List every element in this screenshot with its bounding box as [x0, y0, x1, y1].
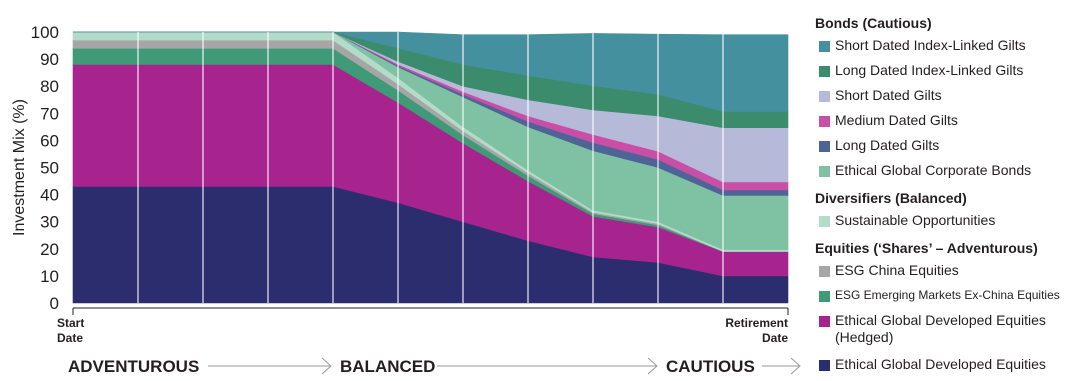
legend-label: Ethical Global Corporate Bonds — [835, 162, 1032, 178]
legend-swatch — [819, 91, 830, 102]
chart-legend: Bonds (Cautious) Short Dated Index-Linked… — [815, 12, 1070, 381]
legend-swatch — [819, 166, 830, 177]
legend-item: Ethical Global Developed Equities (Hedge… — [815, 312, 1070, 356]
legend-swatch — [819, 291, 830, 302]
legend-label: Short Dated Gilts — [835, 87, 942, 103]
stage-arrow — [762, 357, 801, 375]
legend-label: ESG China Equities — [835, 262, 959, 278]
legend-group-header: Equities (‘Shares’ – Adventurous) — [815, 240, 1038, 256]
legend-swatch — [819, 41, 830, 52]
y-tick-label: 10 — [40, 267, 59, 286]
legend-swatch — [819, 360, 830, 371]
stage-label-cautious: CAUTIOUS — [666, 357, 755, 376]
x-end-label: Date — [762, 331, 788, 345]
y-tick-label: 40 — [40, 186, 59, 205]
y-tick-label: 100 — [31, 23, 59, 42]
legend-item: Sustainable Opportunities — [815, 212, 1070, 237]
legend-label: Sustainable Opportunities — [835, 212, 996, 228]
legend-item: Ethical Global Corporate Bonds — [815, 162, 1070, 187]
legend-label: Short Dated Index-Linked Gilts — [835, 37, 1026, 53]
legend-item: Short Dated Index-Linked Gilts — [815, 37, 1070, 62]
legend-swatch — [819, 266, 830, 277]
stage-arrow — [208, 357, 332, 375]
legend-swatch — [819, 141, 830, 152]
legend-label: Long Dated Gilts — [835, 137, 940, 153]
y-tick-label: 90 — [40, 50, 59, 69]
legend-label: Long Dated Index-Linked Gilts — [835, 62, 1024, 78]
legend-swatch — [819, 316, 830, 327]
stage-label-adventurous: ADVENTUROUS — [68, 357, 199, 376]
legend-item: Long Dated Index-Linked Gilts — [815, 62, 1070, 87]
x-end-label: Retirement — [725, 316, 788, 330]
y-tick-label: 0 — [50, 294, 59, 313]
chart-area: 0 10 20 30 40 50 60 70 80 90 100 Investment Mix (%)… — [11, 23, 801, 376]
legend-swatch — [819, 216, 830, 227]
legend-group-header: Bonds (Cautious) — [815, 15, 932, 31]
x-start-label: Date — [57, 331, 83, 345]
legend-item: Ethical Global Developed Equities — [815, 356, 1070, 381]
y-tick-label: 60 — [40, 131, 59, 150]
legend-item: ESG Emerging Markets Ex-China Equities — [815, 287, 1070, 312]
y-tick-label: 70 — [40, 104, 59, 123]
legend-label: Ethical Global Developed Equities (Hedge… — [835, 312, 1046, 345]
stage-label-balanced: BALANCED — [340, 357, 435, 376]
y-tick-label: 50 — [40, 159, 59, 178]
stage-arrow — [437, 357, 658, 375]
legend-swatch — [819, 66, 830, 77]
legend-label: Medium Dated Gilts — [835, 112, 958, 128]
legend-group-header: Diversifiers (Balanced) — [815, 190, 967, 206]
legend-swatch — [819, 116, 830, 127]
y-axis-label: Investment Mix (%) — [11, 99, 28, 236]
legend-item: Long Dated Gilts — [815, 137, 1070, 162]
legend-item: Short Dated Gilts — [815, 87, 1070, 112]
x-start-label: Start — [57, 316, 84, 330]
legend-item: ESG China Equities — [815, 262, 1070, 287]
legend-label: ESG Emerging Markets Ex-China Equities — [835, 288, 1060, 302]
y-tick-label: 20 — [40, 240, 59, 259]
series-area-10 — [73, 31, 789, 112]
y-tick-label: 80 — [40, 77, 59, 96]
legend-item: Medium Dated Gilts — [815, 112, 1070, 137]
legend-label: Ethical Global Developed Equities — [835, 356, 1046, 372]
y-tick-label: 30 — [40, 213, 59, 232]
